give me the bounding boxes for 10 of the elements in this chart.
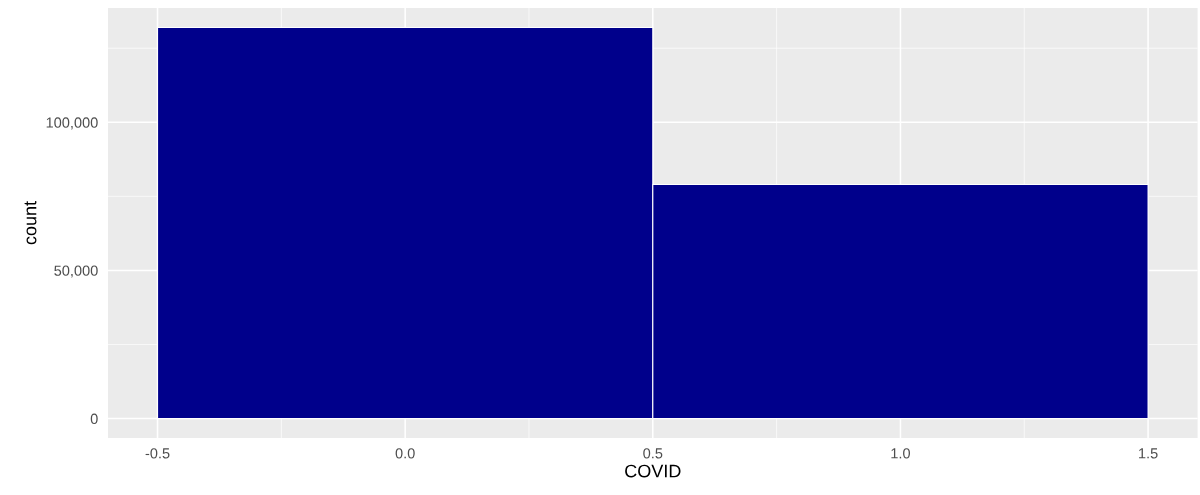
x-tick-label: 1.5 [1139, 448, 1158, 459]
x-tick-label: -0.5 [145, 448, 170, 459]
x-tick-label: 0.5 [643, 448, 663, 459]
y-tick-label: 50,000 [54, 265, 98, 278]
y-axis-title: count [24, 201, 37, 245]
y-tick-label: 0 [90, 413, 98, 424]
y-tick-label: 100,000 [46, 117, 98, 130]
x-axis-title: COVID [625, 464, 681, 478]
x-tick-label: 0.0 [395, 448, 415, 459]
x-tick-label: 1.0 [891, 448, 910, 459]
